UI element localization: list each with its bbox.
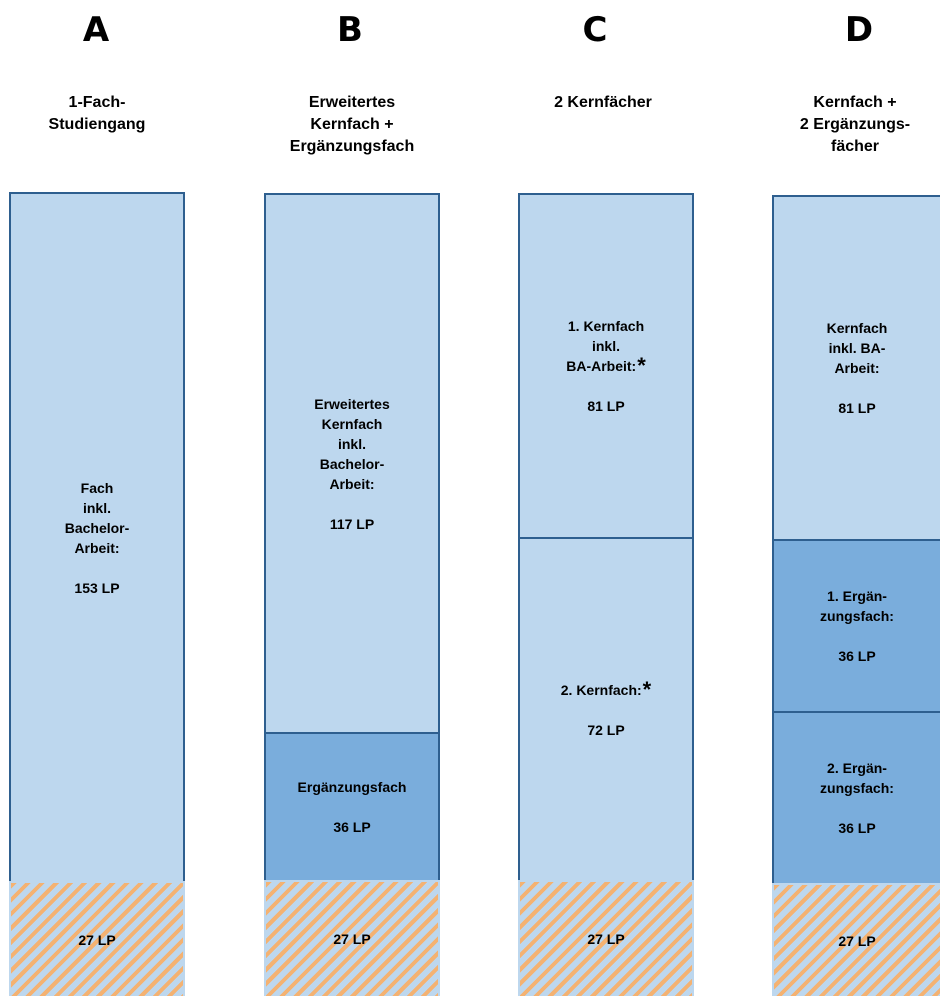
column-c: 1. Kernfach inkl. BA-Arbeit:* 81 LP 2. K… bbox=[518, 193, 694, 996]
block-27lp: 27 LP bbox=[518, 880, 694, 996]
block-label-line: zungsfach: bbox=[820, 780, 894, 796]
column-a: Fach inkl. Bachelor- Arbeit: 153 LP 27 L… bbox=[9, 192, 185, 996]
block-value: 36 LP bbox=[333, 819, 371, 835]
block-label-line: inkl. BA- bbox=[828, 340, 886, 356]
block-value: 153 LP bbox=[74, 579, 120, 596]
block-label-line: 1. Ergän- bbox=[827, 588, 887, 604]
block-label-line: Bachelor- bbox=[319, 455, 385, 472]
column-heading: 2 Kernfächer bbox=[503, 92, 703, 114]
block-2-kernfach: 2. Kernfach:* 72 LP bbox=[518, 537, 694, 882]
column-heading: 1-Fach- Studiengang bbox=[0, 92, 197, 136]
column-letter: B bbox=[337, 10, 363, 50]
block-label-line: 2. Kernfach:* bbox=[560, 676, 652, 702]
heading-line: Kernfach + bbox=[310, 116, 394, 133]
block-label-line: BA-Arbeit:* bbox=[566, 353, 646, 378]
block-label-line: Fach bbox=[80, 479, 114, 496]
block-label-line: Arbeit: bbox=[74, 539, 120, 556]
block-value: 81 LP bbox=[838, 400, 876, 416]
block-ergaenzungsfach: Ergänzungsfach 36 LP bbox=[264, 732, 440, 882]
heading-line: 1-Fach- bbox=[68, 94, 126, 111]
block-label-text: 2. Kernfach: bbox=[560, 681, 642, 698]
block-label-line: Kernfach bbox=[321, 415, 383, 432]
block-label-line: 1. Kernfach bbox=[567, 318, 645, 334]
footnote-asterisk: * bbox=[637, 353, 646, 378]
block-label-line: Erweitertes bbox=[314, 395, 390, 412]
block-label-line: inkl. bbox=[82, 499, 111, 516]
column-b: Erweitertes Kernfach inkl. Bachelor- Arb… bbox=[264, 193, 440, 996]
heading-line: 2 Ergänzungs- bbox=[799, 116, 911, 133]
heading-line: fächer bbox=[830, 138, 880, 155]
block-label-line: inkl. bbox=[591, 338, 620, 354]
block-27lp: 27 LP bbox=[772, 883, 940, 996]
block-label-text: BA-Arbeit: bbox=[566, 358, 637, 374]
heading-line: Studiengang bbox=[48, 116, 146, 133]
block-value: 27 LP bbox=[333, 931, 371, 947]
block-kernfach: Kernfach inkl. BA- Arbeit: 81 LP bbox=[772, 195, 940, 541]
block-27lp: 27 LP bbox=[264, 880, 440, 996]
block-label-line: Arbeit: bbox=[329, 475, 375, 492]
block-label-line: 2. Ergän- bbox=[827, 760, 887, 776]
heading-line: Erweitertes bbox=[308, 94, 396, 111]
block-1-kernfach: 1. Kernfach inkl. BA-Arbeit:* 81 LP bbox=[518, 193, 694, 539]
block-label-line: inkl. bbox=[337, 435, 366, 452]
block-1-ergaenzungsfach: 1. Ergän- zungsfach: 36 LP bbox=[772, 539, 940, 713]
block-label-line: Arbeit: bbox=[834, 360, 880, 376]
block-2-ergaenzungsfach: 2. Ergän- zungsfach: 36 LP bbox=[772, 711, 940, 885]
column-letter: D bbox=[844, 10, 874, 50]
column-letter: A bbox=[82, 10, 110, 50]
block-label-line: Ergänzungsfach bbox=[297, 779, 407, 795]
block-value: 36 LP bbox=[838, 648, 876, 664]
block-27lp: 27 LP bbox=[9, 881, 185, 996]
block-value: 81 LP bbox=[587, 398, 625, 414]
block-value: 27 LP bbox=[587, 931, 625, 947]
block-value: 36 LP bbox=[838, 820, 876, 836]
block-label-line: zungsfach: bbox=[820, 608, 894, 624]
block-value: 27 LP bbox=[838, 932, 876, 949]
column-letter: C bbox=[582, 10, 608, 50]
column-heading: Kernfach + 2 Ergänzungs- fächer bbox=[755, 92, 940, 158]
heading-line: Ergänzungsfach bbox=[289, 138, 415, 155]
block-erweitertes-kernfach: Erweitertes Kernfach inkl. Bachelor- Arb… bbox=[264, 193, 440, 734]
block-label-line: Kernfach bbox=[826, 320, 888, 336]
heading-line: 2 Kernfächer bbox=[554, 94, 652, 111]
block-fach: Fach inkl. Bachelor- Arbeit: 153 LP bbox=[9, 192, 185, 883]
block-label-line: Bachelor- bbox=[64, 519, 130, 536]
column-heading: Erweitertes Kernfach + Ergänzungsfach bbox=[252, 92, 452, 158]
block-value: 27 LP bbox=[78, 931, 116, 948]
block-value: 72 LP bbox=[587, 721, 625, 738]
column-d: Kernfach inkl. BA- Arbeit: 81 LP 1. Ergä… bbox=[772, 195, 940, 996]
footnote-asterisk: * bbox=[642, 676, 652, 702]
block-value: 117 LP bbox=[329, 515, 375, 532]
heading-line: Kernfach + bbox=[813, 94, 897, 111]
